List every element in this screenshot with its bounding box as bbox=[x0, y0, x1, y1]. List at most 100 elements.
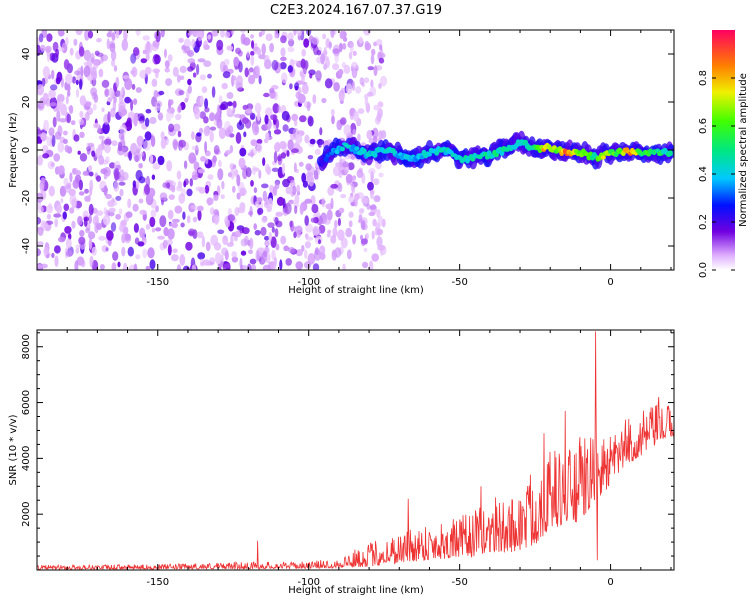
spectrogram-noise-blob bbox=[44, 250, 51, 259]
spectrogram-noise-blob bbox=[187, 78, 192, 86]
spectrogram-noise-blob bbox=[79, 79, 83, 90]
spectrogram-noise-blob bbox=[124, 233, 131, 241]
spectrogram-noise-blob bbox=[262, 264, 271, 270]
spectrogram-noise-blob bbox=[366, 203, 371, 210]
spectrogram-noise-blob bbox=[48, 127, 55, 136]
spectrogram-noise-blob bbox=[257, 207, 264, 215]
spectrogram-noise-blob bbox=[73, 38, 78, 46]
spectrogram-noise-blob bbox=[76, 256, 85, 266]
spectrogram-noise-blob bbox=[327, 186, 335, 196]
spectrogram-noise-blob bbox=[166, 111, 172, 123]
spectrogram-noise-blob bbox=[250, 139, 258, 147]
spectrogram-noise-blob bbox=[155, 227, 162, 232]
spectrogram-noise-blob bbox=[150, 209, 157, 218]
spectrogram-noise-blob bbox=[42, 221, 49, 228]
spectrogram-noise-blob bbox=[227, 214, 236, 222]
spectrogram-noise-blob bbox=[294, 205, 298, 214]
spectrogram-noise-blob bbox=[270, 236, 277, 248]
spectrogram-noise-blob bbox=[316, 139, 325, 146]
spectrogram-noise-blob bbox=[37, 264, 44, 269]
spectrogram-noise-blob bbox=[89, 255, 94, 268]
spectrogram-noise-blob bbox=[367, 91, 374, 97]
spectrogram-noise-blob bbox=[197, 30, 203, 42]
spectrogram-noise-blob bbox=[277, 104, 281, 114]
spectrogram-noise-blob bbox=[216, 39, 224, 51]
spectrogram-noise-blob bbox=[138, 162, 143, 169]
spectrogram-noise-blob bbox=[323, 218, 331, 225]
spectrogram-noise-blob bbox=[267, 197, 273, 209]
spectrogram-noise-blob bbox=[127, 246, 134, 257]
spectrogram-noise-blob bbox=[256, 48, 262, 56]
spectrogram-noise-blob bbox=[171, 218, 180, 223]
spectrogram-noise-blob bbox=[77, 215, 83, 226]
spectrogram-noise-blob bbox=[213, 145, 220, 155]
spectrogram-noise-blob bbox=[40, 177, 46, 183]
colorbar-tick-label: 0.8 bbox=[698, 70, 709, 86]
spectrogram-noise-blob bbox=[69, 47, 74, 56]
spectrogram-noise-blob bbox=[69, 172, 73, 183]
spectrogram-noise-blob bbox=[66, 90, 71, 97]
spectrogram-noise-blob bbox=[52, 116, 57, 128]
spectrogram-noise-blob bbox=[201, 86, 208, 93]
spectrogram-noise-blob bbox=[176, 74, 181, 83]
spectrogram-noise-blob bbox=[235, 47, 242, 55]
spectrogram-noise-blob bbox=[239, 202, 246, 211]
spectrogram-noise-blob bbox=[202, 259, 210, 266]
spectrogram-noise-blob bbox=[118, 132, 125, 140]
spectrogram-noise-blob bbox=[298, 161, 304, 167]
spectrogram-noise-blob bbox=[271, 226, 275, 233]
spectrogram-noise-blob bbox=[199, 258, 204, 267]
spectrogram-noise-blob bbox=[258, 169, 262, 179]
x-tick-label: -100 bbox=[297, 277, 320, 288]
spectrogram-noise-blob bbox=[275, 220, 283, 228]
spectrogram-noise-blob bbox=[64, 144, 70, 153]
spectrogram-noise-blob bbox=[354, 193, 360, 201]
spectrogram-noise-blob bbox=[253, 187, 258, 194]
spectrogram-noise-blob bbox=[254, 201, 260, 208]
spectrogram-noise-blob bbox=[264, 240, 270, 247]
x-tick-label: -50 bbox=[451, 277, 467, 288]
spectrogram-noise-blob bbox=[305, 236, 314, 241]
spectrogram-noise-blob bbox=[299, 204, 304, 215]
spectrogram-noise-blob bbox=[137, 143, 143, 151]
spectrogram-noise-blob bbox=[188, 228, 196, 237]
spectrogram-noise-blob bbox=[102, 214, 111, 226]
spectrogram-noise-blob bbox=[280, 56, 287, 62]
spectrogram-noise-blob bbox=[110, 49, 117, 61]
spectrogram-noise-blob bbox=[191, 39, 196, 49]
spectrogram-noise-blob bbox=[171, 222, 178, 229]
spectrogram-noise-blob bbox=[88, 171, 94, 177]
spectrogram-noise-blob bbox=[233, 56, 240, 67]
spectrogram-noise-blob bbox=[103, 138, 112, 146]
spectrogram-noise-blob bbox=[209, 130, 214, 143]
spectrogram-noise-blob bbox=[79, 110, 84, 118]
colorbar-tick-label: 0.0 bbox=[698, 262, 709, 278]
x-tick-label: -100 bbox=[297, 577, 320, 588]
spectrogram-noise-blob bbox=[173, 140, 178, 151]
spectrogram-noise-blob bbox=[87, 194, 91, 202]
spectrogram-noise-blob bbox=[301, 83, 309, 95]
spectrogram-noise-blob bbox=[240, 250, 247, 256]
spectrogram-noise-blob bbox=[250, 50, 255, 56]
spectrogram-noise-blob bbox=[152, 162, 161, 170]
spectrogram-noise-blob bbox=[295, 232, 302, 238]
spectrogram-noise-blob bbox=[100, 168, 108, 175]
spectrogram-noise-blob bbox=[337, 217, 341, 227]
spectrogram-noise-blob bbox=[113, 167, 120, 178]
spectrogram-noise-blob bbox=[122, 262, 128, 270]
spectrogram-noise-blob bbox=[87, 30, 94, 39]
spectrogram-noise-blob bbox=[118, 181, 126, 186]
spectrogram-noise-blob bbox=[331, 249, 337, 257]
spectrogram-noise-blob bbox=[245, 108, 253, 114]
spectrogram-noise-blob bbox=[257, 111, 261, 121]
spectrogram-noise-blob bbox=[183, 160, 188, 169]
spectrogram-noise-blob bbox=[306, 101, 311, 112]
spectrogram-noise-blob bbox=[352, 128, 357, 136]
spectrogram-noise-blob bbox=[331, 115, 335, 125]
spectrogram-noise-blob bbox=[293, 162, 297, 173]
spectrogram-noise-blob bbox=[54, 255, 59, 267]
spectrogram-noise-blob bbox=[376, 208, 381, 218]
spectrogram-noise-blob bbox=[250, 34, 255, 39]
spectrogram-noise-blob bbox=[166, 182, 171, 189]
spectrogram-noise-blob bbox=[303, 38, 310, 48]
